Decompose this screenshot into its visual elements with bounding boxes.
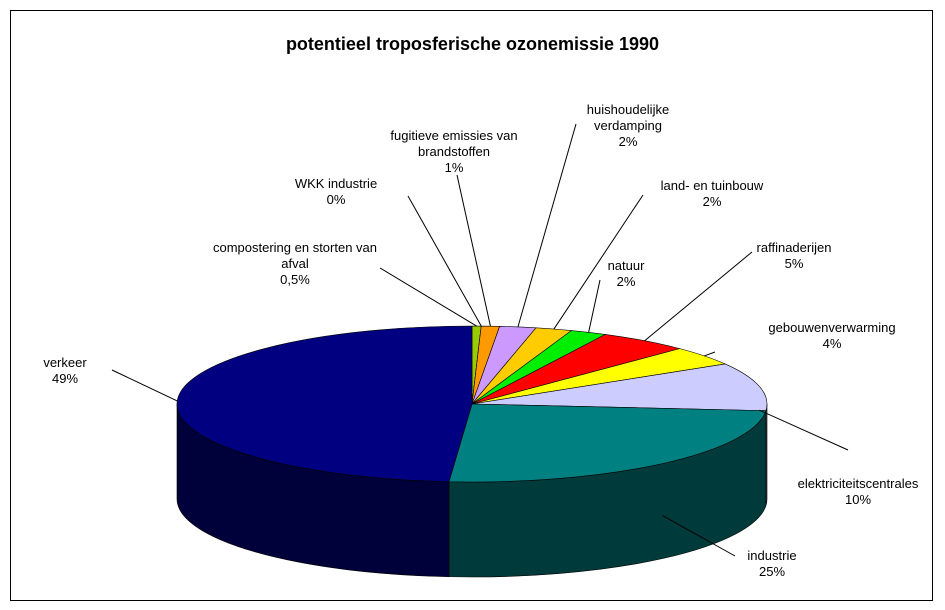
- leader-line: [456, 174, 491, 327]
- data-label: WKK industrie 0%: [266, 176, 406, 208]
- leader-line: [588, 279, 601, 333]
- slice: [448, 403, 767, 483]
- category-label: elektriciteitscentrales: [797, 476, 919, 491]
- data-label: elektriciteitscentrales 10%: [758, 476, 945, 508]
- value-label: 2%: [618, 134, 638, 149]
- category-label: fugitieve emissies van brandstoffen: [390, 128, 518, 159]
- chart-title: potentieel troposferische ozonemissie 19…: [285, 34, 660, 54]
- category-label: WKK industrie: [294, 176, 378, 191]
- value-label: 2%: [616, 274, 636, 289]
- category-label: verkeer: [43, 355, 87, 370]
- leader-line: [379, 267, 477, 327]
- slice: [471, 363, 768, 412]
- leader-line: [704, 351, 716, 357]
- data-label: huishoudelijke verdamping 2%: [573, 102, 683, 150]
- category-label: gebouwenverwarming: [768, 320, 896, 335]
- category-label: natuur: [607, 258, 645, 273]
- value-label: 2%: [702, 194, 722, 209]
- leader-line: [759, 409, 849, 451]
- leader-line: [517, 123, 577, 328]
- data-label: raffinaderijen 5%: [729, 240, 859, 272]
- leader-line: [644, 251, 753, 342]
- category-label: compostering en storten van afval: [212, 240, 378, 271]
- leader-line: [407, 195, 482, 327]
- data-label: compostering en storten van afval 0,5%: [205, 240, 385, 288]
- data-label: gebouwenverwarming 4%: [747, 320, 917, 352]
- category-label: raffinaderijen: [756, 240, 832, 255]
- leader-line: [662, 515, 736, 557]
- value-label: 4%: [822, 336, 842, 351]
- value-label: 1%: [444, 160, 464, 175]
- category-label: land- en tuinbouw: [660, 178, 764, 193]
- category-label: industrie: [747, 548, 797, 563]
- leader-line: [553, 194, 644, 330]
- leader-line: [111, 369, 178, 402]
- value-label: 10%: [844, 492, 872, 507]
- value-label: 0%: [326, 192, 346, 207]
- value-label: 25%: [758, 564, 786, 579]
- value-label: 0,5%: [280, 272, 310, 287]
- data-label: industrie 25%: [722, 548, 822, 580]
- category-label: huishoudelijke verdamping: [586, 102, 670, 133]
- value-label: 5%: [784, 256, 804, 271]
- data-label: natuur 2%: [586, 258, 666, 290]
- data-label: land- en tuinbouw 2%: [632, 178, 792, 210]
- value-label: 49%: [51, 371, 79, 386]
- data-label: verkeer 49%: [25, 355, 105, 387]
- data-label: fugitieve emissies van brandstoffen 1%: [374, 128, 534, 176]
